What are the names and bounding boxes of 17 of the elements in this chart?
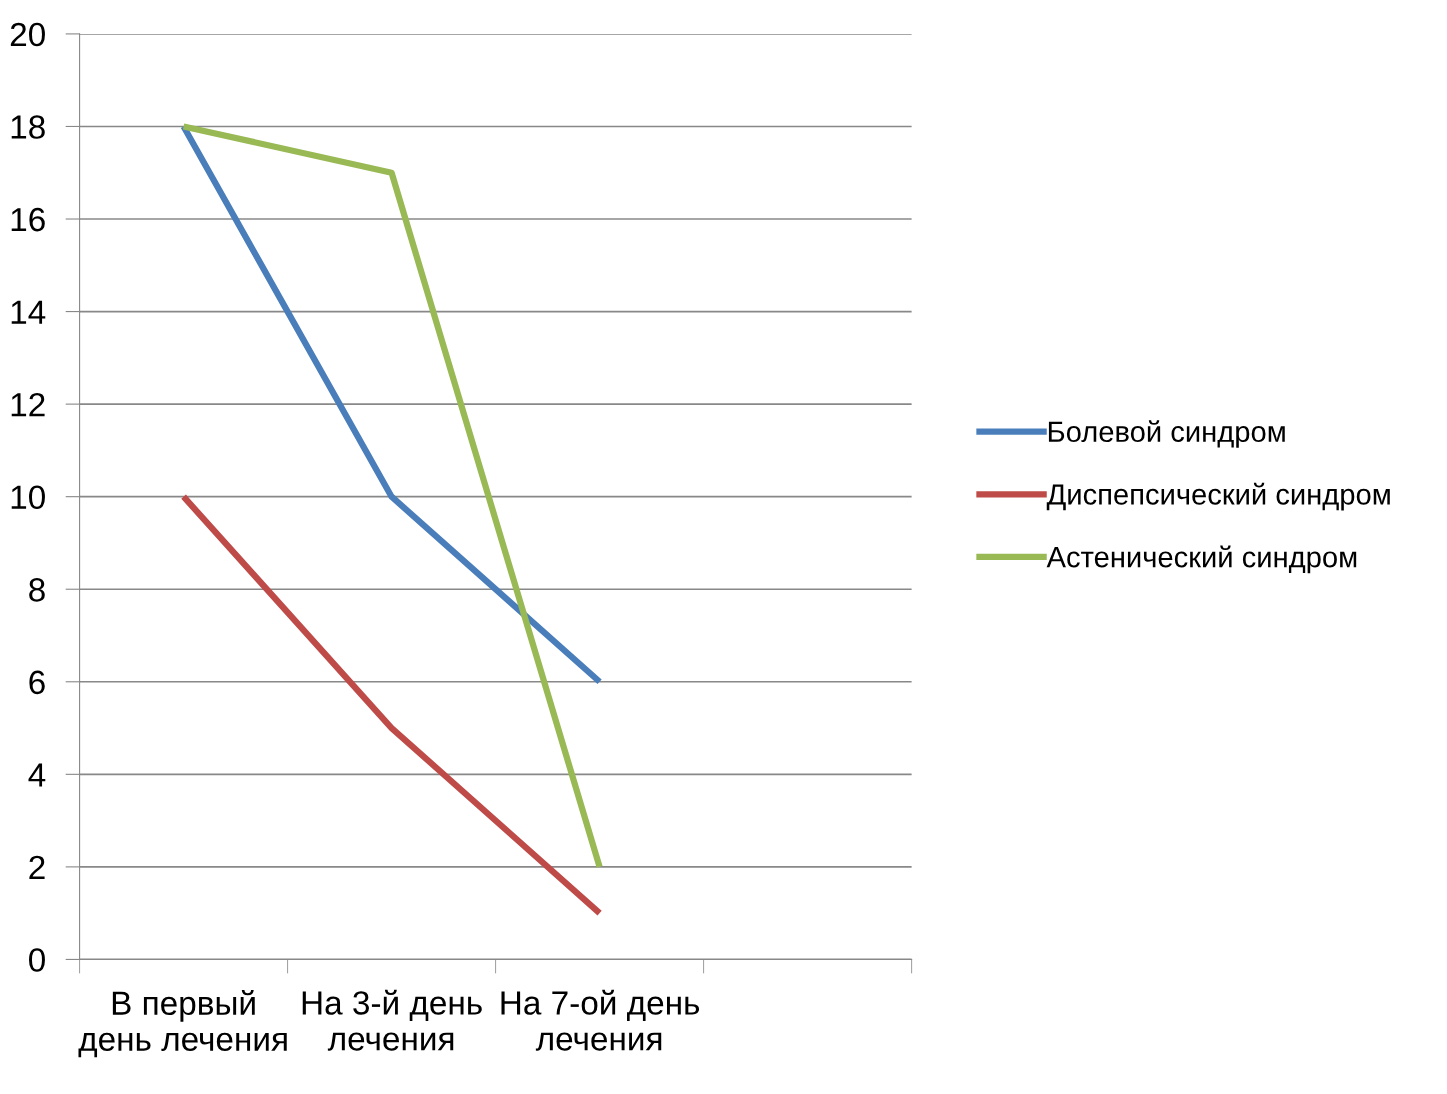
legend-label: Астенический синдром [1046,545,1357,574]
y-tick-label: 10 [11,485,45,510]
y-tick-label: 18 [11,115,45,139]
y-tick-label: 0 [29,948,45,972]
y-tick-label: 6 [29,670,45,695]
y-tick-label: 8 [29,578,45,602]
y-tick-label: 20 [10,22,45,47]
legend-label: Диспепсический синдром [1046,482,1390,511]
x-tick-label: На 3-й день лечения [302,989,482,1051]
legend-label: Болевой синдром [1048,420,1285,448]
y-tick-label: 14 [11,300,46,324]
y-tick-label: 16 [11,207,45,232]
x-tick-label: В первый день лечения [78,989,287,1058]
y-tick-label: 12 [11,392,45,417]
y-tick-label: 4 [28,763,46,787]
y-tick-label: 2 [29,855,45,879]
x-tick-label: На 7-ой день лечения [501,989,700,1051]
